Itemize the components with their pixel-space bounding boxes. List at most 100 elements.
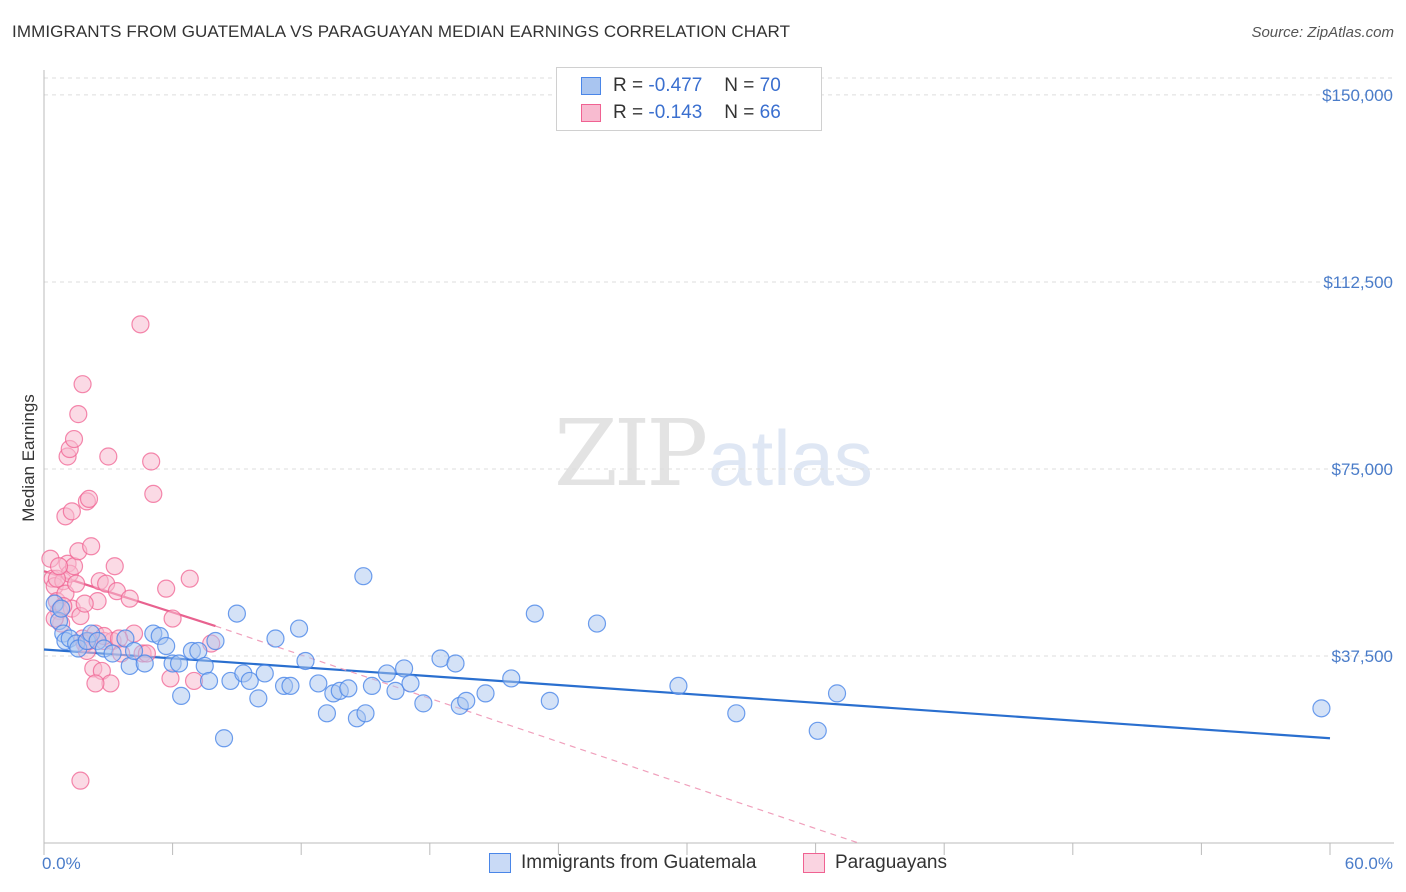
- guatemala-point: [431, 649, 450, 668]
- paraguayan-point: [120, 589, 139, 608]
- guatemala-point: [339, 679, 358, 698]
- paraguayan-point: [86, 674, 105, 693]
- guatemala-point: [394, 659, 414, 678]
- paraguayan-point: [49, 557, 69, 576]
- guatemala-point: [727, 704, 746, 723]
- guatemala-point: [356, 704, 375, 723]
- guatemala-point: [214, 729, 234, 748]
- guatemala-point: [189, 641, 208, 661]
- paraguayan-point: [163, 609, 182, 628]
- guatemala-point: [120, 656, 139, 676]
- guatemala-point: [103, 644, 122, 663]
- guatemala-point: [827, 684, 847, 703]
- trend-line-paraguayans-extended: [215, 625, 859, 844]
- guatemala-point: [354, 567, 373, 586]
- legend-swatch-pink: [581, 104, 601, 122]
- paraguayan-point: [75, 594, 94, 613]
- guatemala-point: [808, 721, 827, 740]
- bottom-legend-paraguayans: Paraguayans: [803, 852, 947, 874]
- guatemala-point: [476, 684, 495, 703]
- legend-row-paraguayans: R = -0.143 N = 66: [581, 101, 781, 125]
- guatemala-point: [1312, 699, 1331, 718]
- paraguayan-point: [82, 537, 101, 556]
- guatemala-point: [317, 704, 337, 723]
- watermark-atlas: atlas: [708, 414, 873, 502]
- paraguayan-point: [79, 489, 99, 508]
- paraguayan-point: [64, 429, 84, 449]
- guatemala-point: [116, 629, 135, 648]
- legend-n-label-1: N =: [724, 75, 755, 96]
- legend-r-label-2: R =: [613, 102, 644, 123]
- guatemala-point: [195, 656, 214, 676]
- x-tick-label-min: 0.0%: [42, 854, 81, 873]
- paraguayan-point: [67, 574, 86, 593]
- watermark: ZIPatlas: [554, 400, 873, 507]
- blue-points: [45, 567, 1331, 748]
- x-tick-label-max: 60.0%: [1345, 854, 1393, 873]
- correlation-legend: R = -0.477 N = 70 R = -0.143 N = 66: [556, 67, 822, 131]
- pink-points: [41, 315, 221, 790]
- legend-r-value-1: -0.477: [648, 75, 703, 96]
- legend-n-label-2: N =: [724, 102, 755, 123]
- gridlines: [44, 77, 1394, 657]
- paraguayan-point: [73, 375, 92, 394]
- legend-n-value-2: 66: [759, 102, 781, 123]
- bottom-legend-label-paraguayans: Paraguayans: [835, 852, 947, 873]
- guatemala-point: [362, 676, 382, 696]
- watermark-zip: ZIP: [554, 400, 708, 507]
- y-axis-title: Median Earnings: [19, 394, 38, 522]
- guatemala-point: [289, 619, 309, 638]
- y-tick-labels: $37,500 $75,000 $112,500 $150,000: [1322, 86, 1393, 666]
- guatemala-point: [457, 691, 476, 710]
- guatemala-point: [157, 636, 176, 656]
- trend-line-guatemala: [43, 648, 1331, 740]
- bottom-legend-label-guatemala: Immigrants from Guatemala: [521, 852, 757, 873]
- guatemala-point: [255, 664, 274, 683]
- guatemala-point: [446, 654, 465, 673]
- guatemala-point: [377, 664, 397, 683]
- bottom-legend-swatch-pink: [803, 853, 825, 873]
- paraguayan-point: [144, 484, 163, 504]
- legend-n-value-1: 70: [759, 75, 781, 96]
- y-tick-label: $150,000: [1322, 86, 1393, 105]
- bottom-legend-swatch-blue: [489, 853, 511, 873]
- guatemala-point: [227, 604, 246, 623]
- guatemala-point: [52, 599, 71, 618]
- paraguayan-point: [161, 669, 180, 688]
- legend-r-label-1: R =: [613, 75, 644, 96]
- guatemala-point: [502, 669, 521, 688]
- source-label: Source: ZipAtlas.com: [1251, 24, 1394, 41]
- guatemala-point: [525, 604, 544, 623]
- paraguayan-point: [105, 557, 124, 576]
- guatemala-point: [296, 651, 315, 671]
- paraguayan-point: [69, 405, 88, 424]
- guatemala-point: [669, 676, 688, 696]
- guatemala-point: [169, 654, 189, 673]
- y-tick-label: $112,500: [1323, 273, 1393, 292]
- guatemala-point: [414, 694, 433, 713]
- guatemala-point: [309, 674, 328, 693]
- legend-swatch-blue: [581, 77, 601, 95]
- x-axis: [43, 70, 1394, 855]
- paraguayan-point: [62, 502, 81, 521]
- paraguayan-point: [99, 447, 118, 466]
- legend-row-guatemala: R = -0.477 N = 70: [581, 74, 781, 98]
- guatemala-point: [540, 691, 559, 710]
- paraguayan-point: [71, 771, 90, 790]
- y-tick-label: $37,500: [1332, 647, 1393, 666]
- guatemala-point: [386, 681, 405, 700]
- guatemala-point: [172, 686, 191, 705]
- guatemala-point: [281, 676, 300, 696]
- guatemala-point: [249, 689, 268, 708]
- paraguayan-point: [180, 569, 199, 588]
- chart-title: IMMIGRANTS FROM GUATEMALA VS PARAGUAYAN …: [12, 22, 791, 41]
- paraguayan-point: [157, 579, 176, 598]
- guatemala-point: [240, 671, 259, 691]
- guatemala-point: [266, 629, 285, 648]
- bottom-legend-guatemala: Immigrants from Guatemala: [489, 852, 756, 874]
- guatemala-point: [199, 671, 219, 691]
- guatemala-point: [135, 654, 154, 673]
- guatemala-point: [124, 641, 144, 661]
- guatemala-point: [206, 631, 225, 651]
